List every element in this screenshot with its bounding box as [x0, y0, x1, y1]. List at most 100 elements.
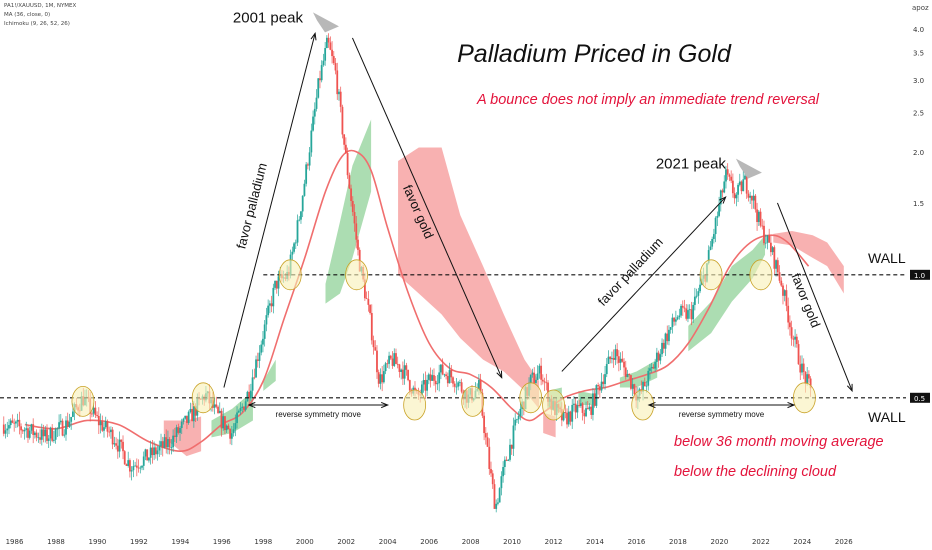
- ma-indicator-line[interactable]: MA (36, close, 0): [4, 12, 51, 18]
- candle-body-83: [146, 449, 149, 461]
- candle-body-210: [365, 298, 368, 300]
- candle-body-257: [446, 376, 449, 384]
- candle-body-183: [319, 78, 321, 81]
- candle-body-290: [503, 459, 506, 468]
- x-axis: 1986 1988 1990 1992 1994 1996 1998 2000 2002 2004…: [6, 538, 854, 546]
- candle-body-335: [581, 403, 584, 413]
- candle-body-105: [184, 415, 187, 419]
- wall-label-0: WALL: [868, 250, 906, 266]
- candle-body-235: [408, 380, 411, 391]
- candle-body-261: [453, 383, 456, 387]
- candle-body-419: [726, 169, 729, 175]
- x-tick-12: 2010: [503, 538, 521, 546]
- ichimoku-indicator-line[interactable]: Ichimoku (9, 26, 52, 26): [4, 21, 70, 27]
- candle-body-390: [676, 317, 679, 320]
- candle-body-23: [42, 429, 45, 437]
- candle-body-91: [160, 441, 162, 447]
- candle-body-193: [336, 70, 339, 95]
- candle-body-18: [33, 432, 36, 435]
- candle-body-443: [768, 235, 771, 243]
- candle-body-122: [213, 404, 216, 408]
- candle-body-244: [424, 380, 427, 391]
- candle-body-168: [293, 243, 295, 252]
- candle-body-156: [272, 287, 275, 307]
- candle-body-177: [308, 152, 311, 166]
- candle-body-201: [350, 188, 352, 201]
- candle-body-214: [372, 340, 375, 348]
- candle-body-37: [66, 420, 69, 427]
- candle-body-6: [13, 422, 16, 424]
- candle-body-361: [626, 373, 629, 377]
- candle-body-385: [668, 329, 670, 342]
- candle-body-82: [144, 449, 147, 457]
- candle-body-392: [680, 305, 682, 316]
- candle-body-306: [531, 372, 534, 375]
- candle-body-428: [742, 179, 745, 192]
- y-tick-1: 3.5: [913, 50, 924, 58]
- candle-body-276: [479, 380, 482, 393]
- note-below-cloud: below the declining cloud: [674, 464, 837, 480]
- candle-body-252: [438, 372, 441, 384]
- candle-body-179: [312, 116, 314, 131]
- symmetry-head-left-1: [647, 401, 656, 409]
- x-tick-18: 2022: [752, 538, 770, 546]
- candle-body-389: [674, 319, 677, 322]
- candle-body-3: [8, 425, 10, 429]
- x-tick-8: 2002: [337, 538, 355, 546]
- candle-body-25: [46, 429, 48, 441]
- candle-body-110: [192, 406, 195, 422]
- candle-body-372: [645, 385, 648, 387]
- candle-body-133: [232, 429, 235, 434]
- candle-body-178: [310, 130, 313, 153]
- candle-body-198: [344, 144, 347, 154]
- candle-body-59: [104, 421, 107, 428]
- candle-body-89: [156, 450, 159, 455]
- candle-body-356: [617, 356, 620, 363]
- candle-body-68: [120, 439, 123, 442]
- candle-body-184: [320, 65, 323, 81]
- candle-body-185: [322, 60, 325, 66]
- candle-body-424: [735, 194, 738, 199]
- candle-body-97: [170, 447, 173, 448]
- candle-body-275: [478, 380, 480, 389]
- symmetry-head-left-0: [247, 401, 256, 409]
- candle-body-20: [37, 437, 40, 439]
- candle-body-74: [130, 470, 133, 472]
- candle-body-95: [167, 439, 169, 448]
- peak-pointer-1: [735, 158, 762, 179]
- candle-body-171: [298, 219, 301, 221]
- candle-body-217: [377, 372, 380, 384]
- cloud-green-1: [263, 359, 276, 391]
- candle-body-262: [455, 386, 458, 388]
- candle-body-53: [94, 407, 97, 416]
- candle-body-134: [234, 423, 237, 430]
- x-tick-1: 1988: [47, 538, 65, 546]
- candle-body-1: [4, 430, 7, 434]
- candle-body-211: [367, 299, 370, 305]
- candle-body-281: [488, 446, 491, 469]
- candle-body-409: [709, 246, 712, 251]
- candle-body-71: [125, 464, 128, 466]
- candle-body-8: [16, 419, 19, 422]
- candle-body-72: [127, 460, 130, 466]
- candle-body-106: [186, 415, 188, 423]
- candle-body-444: [769, 242, 772, 253]
- candle-body-430: [745, 175, 748, 194]
- candle-body-243: [422, 380, 425, 385]
- candle-body-78: [137, 467, 140, 469]
- candle-body-429: [744, 175, 746, 180]
- candle-body-152: [265, 315, 268, 325]
- candle-body-400: [693, 296, 696, 305]
- candle-body-187: [325, 37, 328, 49]
- candle-body-447: [775, 260, 777, 269]
- candle-body-222: [386, 363, 389, 365]
- candle-body-377: [654, 362, 657, 369]
- candle-body-141: [246, 391, 249, 402]
- candle-body-213: [370, 313, 373, 341]
- candle-body-32: [58, 422, 60, 429]
- candle-body-76: [134, 465, 137, 467]
- candle-body-456: [790, 327, 793, 339]
- candle-body-100: [175, 427, 178, 437]
- candle-body-104: [182, 418, 185, 422]
